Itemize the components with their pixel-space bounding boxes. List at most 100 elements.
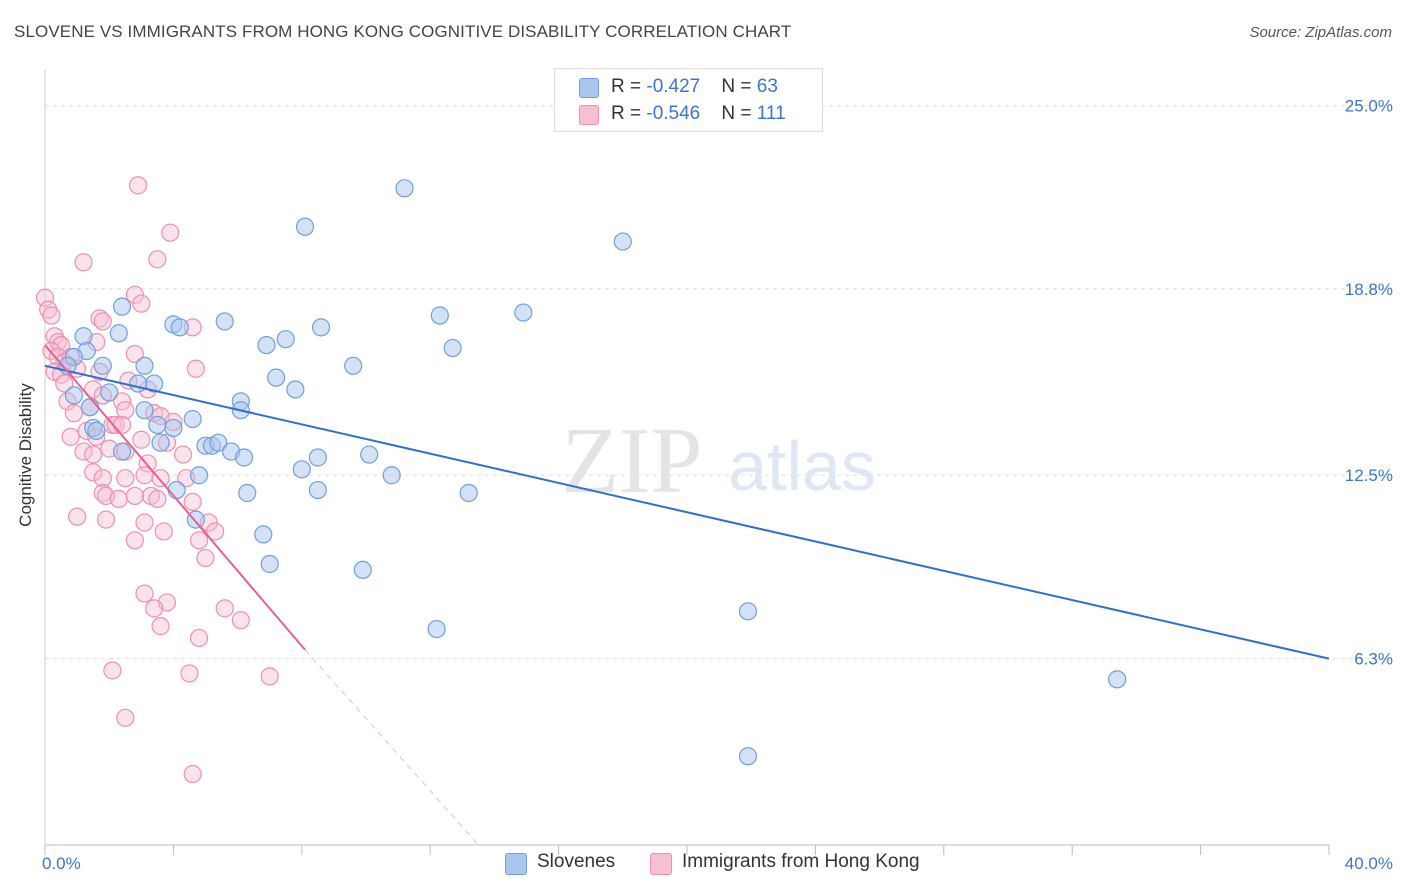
hongkong-point: [64, 404, 83, 423]
tick-labels: 6.3% 12.5% 18.8% 25.0% 0.0% 40.0%: [42, 96, 1393, 873]
slovenes-point: [64, 386, 83, 405]
slovenes-point: [738, 602, 758, 621]
hongkong-point: [161, 223, 180, 242]
hongkong-point: [132, 430, 151, 449]
slovenes-point: [738, 747, 758, 766]
slovenes-point: [459, 483, 478, 503]
slovenes-point: [87, 421, 106, 440]
slovenes-point: [112, 442, 132, 461]
slovenes-point: [295, 217, 315, 236]
slovenes-point: [427, 619, 446, 639]
hongkong-point: [189, 531, 209, 550]
slovenes-point: [167, 480, 186, 500]
hongkong-point: [93, 483, 112, 503]
hongkong-point: [125, 486, 144, 506]
bottom-hongkong-swatch: [650, 853, 672, 875]
hongkong-point: [183, 764, 202, 784]
hongkong-trend-extension: [304, 649, 479, 846]
bottom-hongkong-label: Immigrants from Hong Kong: [682, 851, 920, 872]
hongkong-swatch: [579, 105, 599, 125]
slovenes-point: [148, 415, 167, 435]
grid-lines: [45, 104, 1392, 660]
slovenes-point: [353, 560, 372, 580]
hongkong-point: [93, 312, 112, 331]
slovenes-point: [135, 401, 154, 420]
y-tick-label-2: 18.8%: [1345, 280, 1393, 299]
hongkong-point: [154, 522, 173, 541]
slovenes-point: [308, 448, 327, 467]
slovenes-point: [1108, 670, 1127, 689]
hongkong-point: [135, 584, 154, 603]
hongkong-points: [35, 176, 279, 784]
slovenes-point: [260, 554, 279, 574]
slovenes-point: [112, 297, 132, 316]
slovenes-point: [395, 179, 414, 198]
hongkong-point: [206, 522, 225, 541]
source-label: Source: ZipAtlas.com: [1249, 24, 1392, 41]
hongkong-point: [116, 469, 135, 488]
slovenes-point: [135, 356, 154, 375]
hongkong-point: [103, 661, 122, 680]
slovenes-point: [292, 460, 311, 479]
bottom-slovenes-label: Slovenes: [537, 851, 616, 872]
y-tick-label-3: 25.0%: [1345, 96, 1393, 115]
bottom-slovenes-swatch: [505, 853, 527, 875]
y-tick-label-0: 6.3%: [1354, 650, 1393, 669]
hongkong-point: [35, 288, 55, 307]
hongkong-point: [148, 250, 167, 269]
hongkong-point: [151, 617, 170, 636]
hongkong-point: [151, 469, 170, 488]
hongkong-point: [231, 611, 250, 630]
slovenes-point: [100, 383, 119, 402]
slovenes-point: [613, 232, 632, 251]
hongkong-n-label: N =: [721, 103, 757, 124]
x-tick-label-1: 40.0%: [1345, 854, 1393, 873]
hongkong-point: [51, 335, 71, 355]
hongkong-point: [61, 427, 80, 446]
slovenes-trend-line: [44, 364, 1330, 660]
hongkong-trend-line: [44, 344, 306, 651]
slovenes-n-label: N =: [721, 76, 757, 97]
slovenes-point: [74, 327, 93, 346]
hongkong-point: [93, 469, 112, 488]
y-axis-label: Cognitive Disability: [16, 383, 35, 527]
slovenes-point: [183, 409, 202, 429]
slovenes-r-value: -0.427: [646, 76, 701, 97]
hongkong-point: [128, 176, 148, 195]
hongkong-point: [116, 401, 135, 420]
hongkong-r-label: R =: [611, 103, 647, 124]
slovenes-point: [308, 480, 327, 500]
slovenes-point: [234, 448, 254, 467]
hongkong-point: [186, 359, 205, 378]
hongkong-point: [116, 708, 135, 727]
slovenes-point: [109, 324, 128, 343]
stats-legend: R = -0.427 N = 63 R = -0.546 N = 111: [554, 68, 823, 132]
slovenes-point: [286, 380, 305, 399]
trend-lines: [44, 344, 1330, 846]
chart-title: SLOVENE VS IMMIGRANTS FROM HONG KONG COG…: [14, 22, 792, 41]
hongkong-point: [74, 253, 93, 272]
y-tick-label-1: 12.5%: [1345, 466, 1393, 485]
hongkong-point: [106, 415, 125, 435]
hongkong-point: [196, 548, 215, 568]
slovenes-point: [209, 433, 228, 452]
slovenes-point: [430, 306, 449, 325]
hongkong-point: [55, 374, 74, 393]
slovenes-point: [254, 525, 273, 544]
hongkong-r-value: -0.546: [646, 103, 701, 124]
hongkong-point: [260, 667, 279, 686]
slovenes-r-label: R =: [611, 76, 647, 97]
slovenes-points: [58, 179, 1127, 766]
slovenes-point: [382, 466, 401, 485]
hongkong-point: [189, 628, 209, 648]
watermark-atlas: atlas: [728, 427, 876, 505]
hongkong-point: [180, 664, 199, 683]
slovenes-point: [344, 356, 363, 375]
slovenes-swatch: [579, 78, 599, 98]
hongkong-point: [173, 445, 193, 464]
hongkong-point: [125, 531, 144, 550]
slovenes-point: [238, 483, 257, 503]
slovenes-point: [514, 303, 533, 322]
axes: [44, 70, 1330, 855]
